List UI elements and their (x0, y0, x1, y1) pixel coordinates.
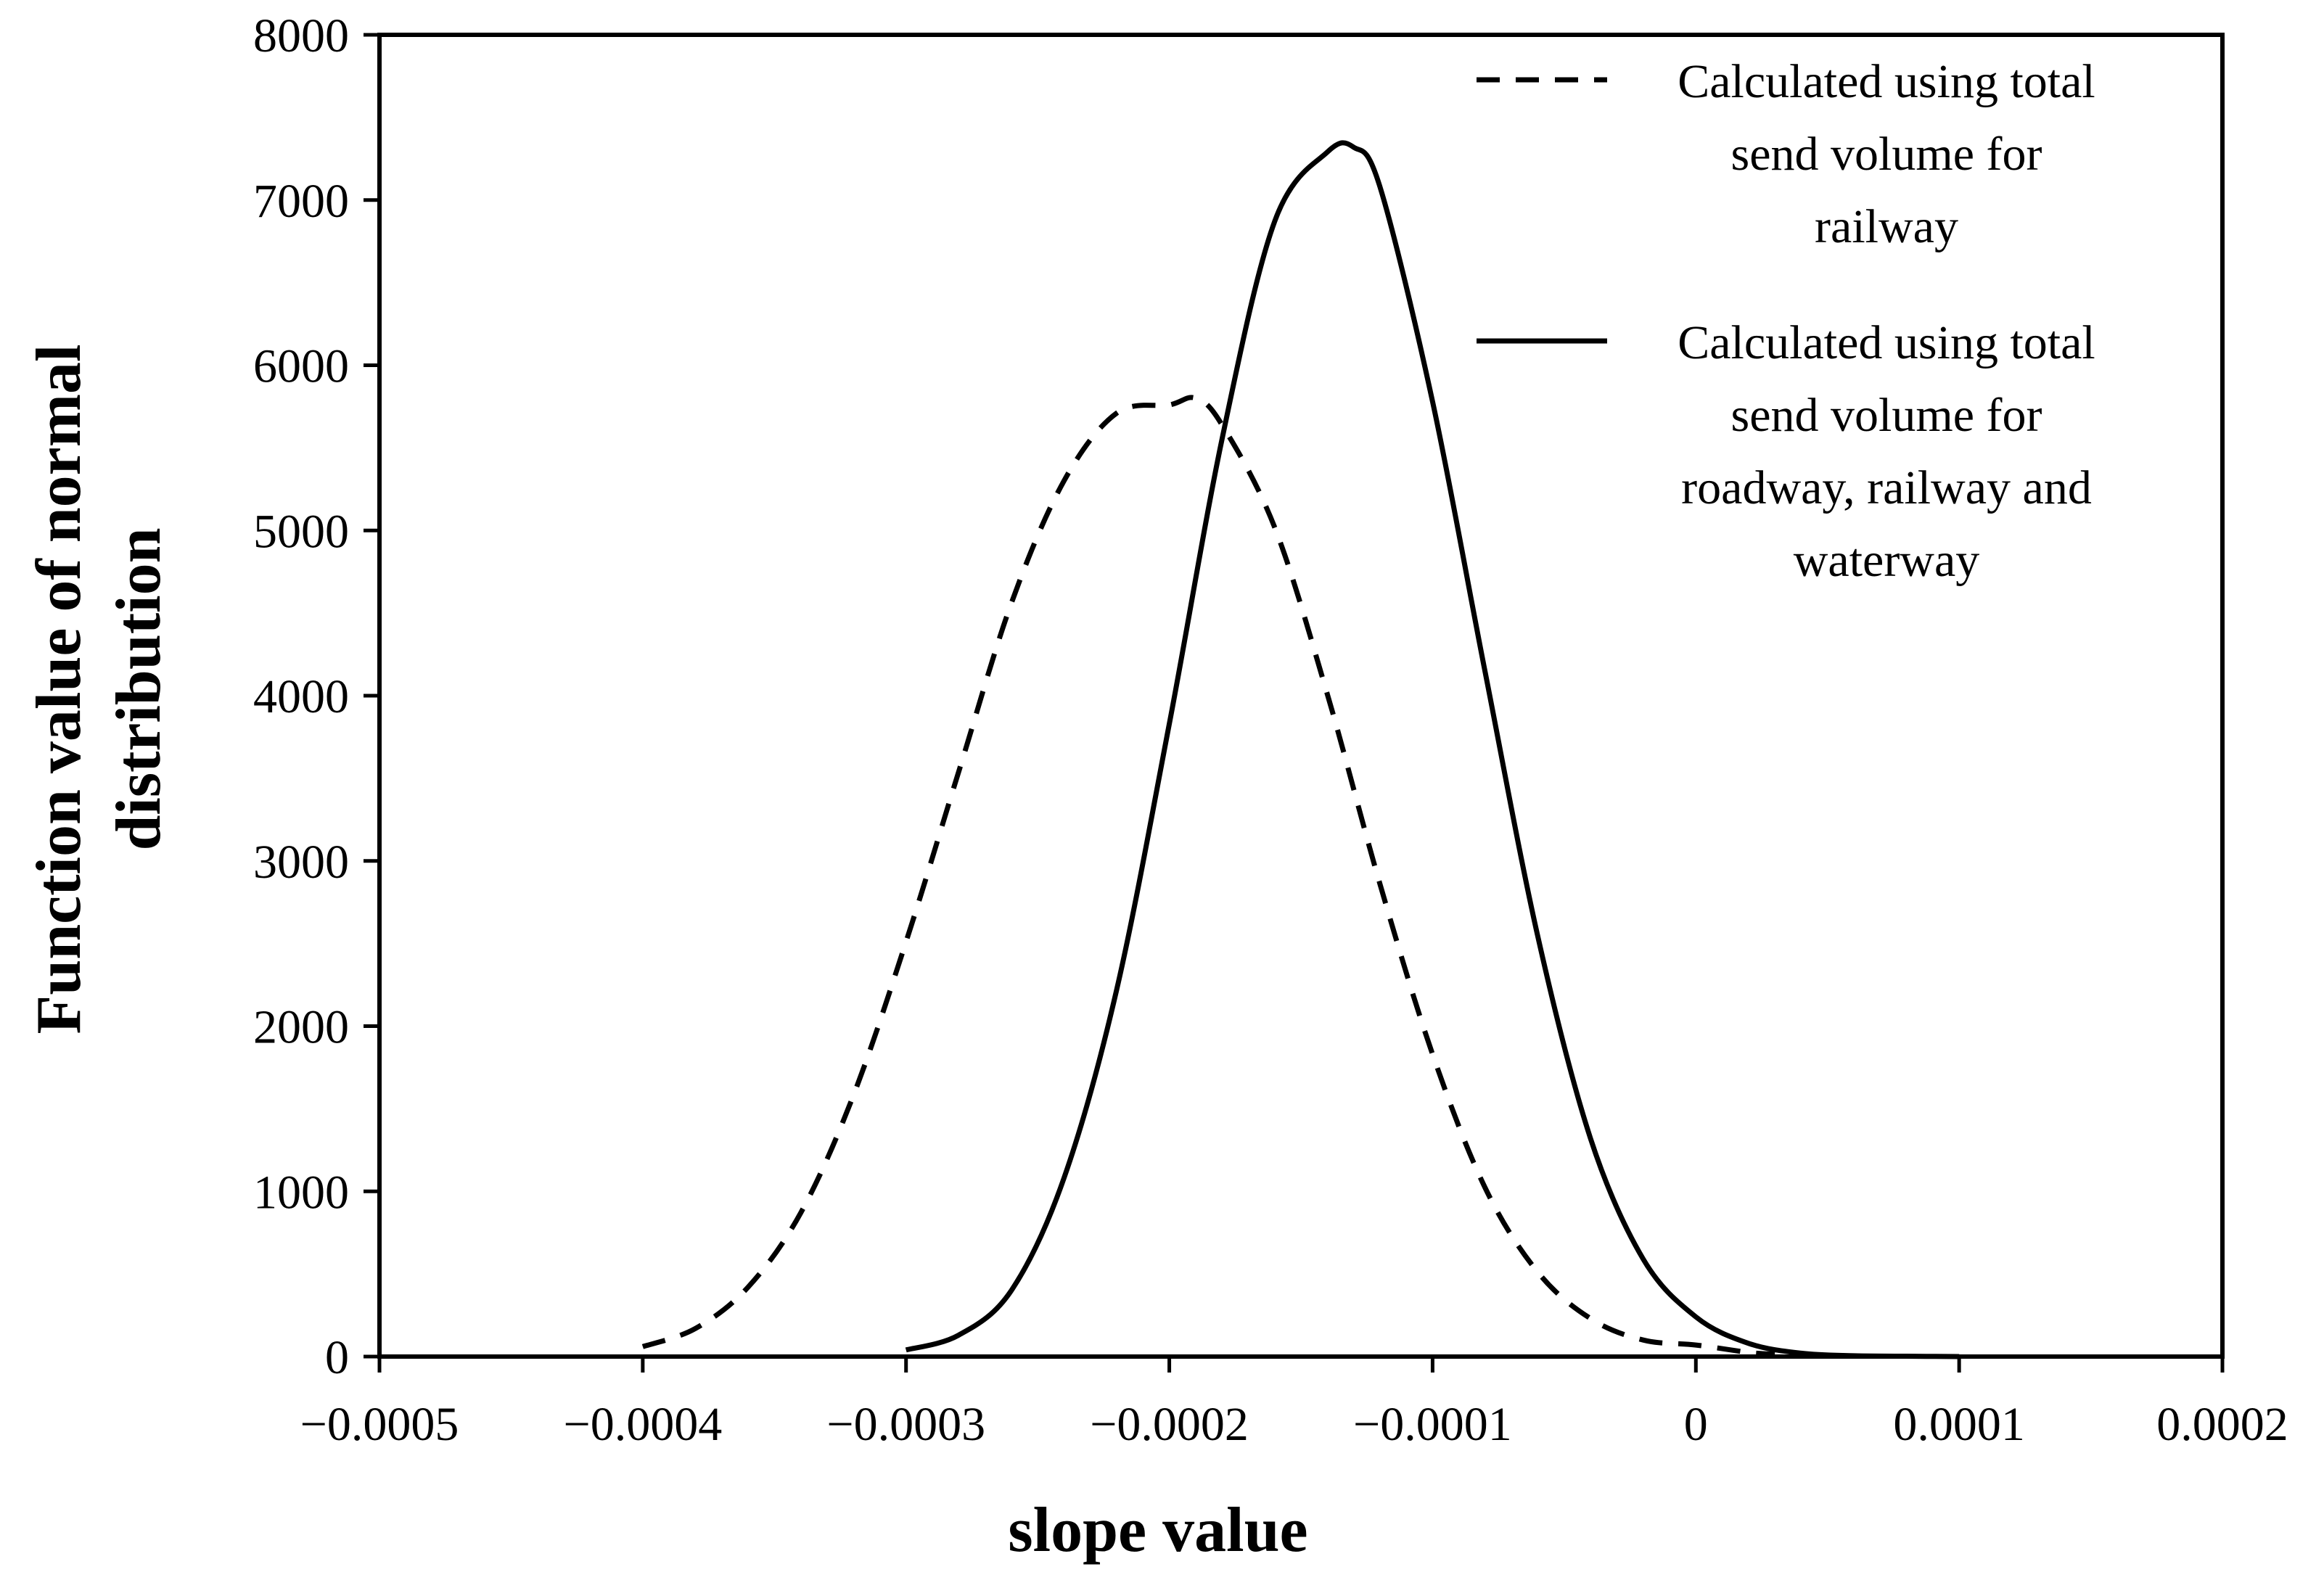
x-tick-label: −0.0001 (1353, 1398, 1512, 1451)
x-tick-label: 0 (1684, 1398, 1708, 1451)
y-axis-title-line-1: Function value of normal (24, 345, 94, 1034)
legend-label-series-1-line-1: Calculated using total (1678, 55, 2095, 108)
x-tick-label: −0.0003 (826, 1398, 985, 1451)
y-tick-label: 2000 (253, 1001, 349, 1054)
y-axis-title: Function value of normal distribution (24, 345, 174, 1034)
legend-label-series-2-line-1: Calculated using total (1678, 316, 2095, 369)
x-axis-ticks: −0.0005 −0.0004 −0.0003 −0.0002 −0.0001 0 0.00… (300, 1357, 2288, 1451)
y-tick-label: 4000 (253, 670, 349, 723)
x-tick-label: 0.0001 (1893, 1398, 2025, 1451)
legend-label-series-1-line-3: railway (1815, 200, 1958, 253)
series-line-railway-dashed (641, 395, 1775, 1357)
legend-label-series-2-line-4: waterway (1794, 534, 1980, 587)
y-tick-label: 0 (325, 1331, 349, 1384)
legend-label-series-1-line-2: send volume for (1731, 128, 2042, 181)
y-axis-ticks: 0 1000 2000 3000 4000 5000 6000 7000 8000 (253, 9, 379, 1384)
y-tick-label: 1000 (253, 1166, 349, 1219)
series-group (641, 140, 1960, 1359)
x-axis-title: slope value (1008, 1495, 1307, 1565)
y-axis-title-line-2: distribution (104, 527, 174, 850)
y-tick-label: 5000 (253, 505, 349, 558)
x-tick-label: 0.0002 (2156, 1398, 2288, 1451)
x-tick-label: −0.0005 (300, 1398, 459, 1451)
x-tick-label: −0.0004 (563, 1398, 722, 1451)
y-tick-label: 3000 (253, 836, 349, 889)
y-tick-label: 6000 (253, 340, 349, 393)
series-line-all-modes-solid (905, 140, 1960, 1359)
x-tick-label: −0.0002 (1090, 1398, 1249, 1451)
legend-label-series-2-line-2: send volume for (1731, 389, 2042, 442)
legend-label-series-2-line-3: roadway, railway and (1681, 461, 2092, 514)
legend: Calculated using total send volume for r… (1477, 55, 2095, 587)
y-tick-label: 8000 (253, 9, 349, 62)
y-tick-label: 7000 (253, 175, 349, 228)
